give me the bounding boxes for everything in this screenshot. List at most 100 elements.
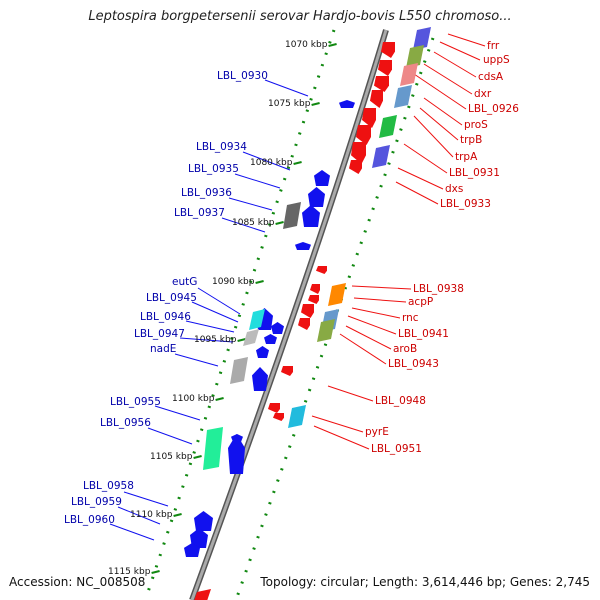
gene-label-left: LBL_0936: [181, 187, 232, 199]
gene-label-right: LBL_0926: [468, 103, 519, 115]
scale-label: 1095 kbp: [194, 335, 237, 345]
gene-label-right: LBL_0943: [388, 358, 439, 370]
scale-label: 1075 kbp: [268, 99, 311, 109]
leader-line: [413, 115, 454, 158]
leader-line: [123, 491, 169, 507]
leader-line: [423, 63, 473, 95]
gene-label-right: trpB: [460, 134, 482, 146]
scale-track-left: [146, 29, 336, 593]
gene-arrow-forward: [264, 334, 277, 344]
gene-block-red: [194, 589, 211, 600]
leader-line: [264, 79, 309, 97]
gene-arrow-forward: [314, 170, 330, 186]
leader-line: [311, 415, 364, 433]
gene-block-colored: [394, 85, 412, 108]
gene-label-left: eutG: [172, 276, 197, 288]
leader-line: [351, 285, 412, 290]
gene-block-colored: [413, 27, 431, 50]
gene-label-right: dxr: [474, 88, 492, 100]
gene-label-left: LBL_0935: [188, 163, 239, 175]
leader-line: [403, 143, 448, 174]
gene-arrow-reverse: [301, 304, 314, 318]
gene-arrow-forward: [339, 100, 355, 108]
leader-line: [174, 353, 219, 367]
gene-arrow-reverse: [273, 413, 284, 421]
gene-arrow-forward: [252, 367, 268, 391]
gene-label-left: LBL_0958: [83, 480, 134, 492]
gene-label-right: aroB: [393, 343, 417, 355]
gene-arrow-reverse: [349, 160, 362, 174]
gene-arrow-forward: [231, 434, 243, 442]
gene-block-colored: [406, 45, 424, 68]
gene-arrow-reverse: [310, 284, 320, 294]
gene-block-gray: [230, 357, 248, 384]
gene-label-left: LBL_0947: [134, 328, 185, 340]
scale-tick: [151, 570, 160, 574]
gene-label-left: LBL_0946: [140, 311, 191, 323]
gene-arrow-forward: [271, 322, 284, 334]
scale-label: 1100 kbp: [172, 394, 215, 404]
gene-block-green: [203, 427, 223, 470]
scale-label: 1115 kbp: [108, 567, 151, 577]
scale-label: 1070 kbp: [285, 40, 328, 50]
scale-tick: [275, 221, 284, 225]
gene-block-cyan: [249, 309, 265, 330]
leader-line: [433, 51, 477, 78]
gene-label-right: trpA: [455, 151, 478, 163]
leader-line: [339, 333, 387, 365]
gene-block-colored: [317, 319, 335, 342]
gene-label-right: acpP: [408, 296, 433, 308]
leader-line: [109, 523, 155, 541]
map-title: Leptospira borgpetersenii serovar Hardjo…: [88, 9, 512, 24]
leader-line: [395, 181, 439, 205]
scale-label: 1090 kbp: [212, 277, 255, 287]
gene-block-lightgray: [243, 329, 259, 346]
feature-labels: 1070 kbp 1075 kbp 1080 kbp 1085 kbp 1090 kbp…: [64, 40, 519, 577]
gene-arrow-reverse: [316, 266, 327, 274]
scale-tick: [215, 397, 224, 401]
gene-arrow-forward: [190, 528, 208, 548]
scale-ticks: [146, 29, 435, 600]
gene-label-right: cdsA: [478, 71, 504, 83]
scale-tick: [237, 338, 246, 342]
gene-label-right: LBL_0951: [371, 443, 422, 455]
chromosome-backbone: [189, 29, 389, 600]
gene-arrow-reverse: [281, 366, 293, 376]
leader-line: [117, 506, 161, 525]
gene-label-right: rnc: [402, 312, 419, 324]
gene-arrow-reverse: [381, 42, 395, 58]
leader-line: [419, 107, 459, 141]
gene-label-right: dxs: [445, 183, 463, 195]
gene-label-right: LBL_0933: [440, 198, 491, 210]
gene-arrow-reverse: [308, 295, 319, 304]
leader-line: [228, 197, 273, 211]
gene-arrow-forward: [256, 346, 269, 358]
gene-features: [184, 27, 431, 600]
gene-label-left: LBL_0959: [71, 496, 122, 508]
scale-tick: [311, 102, 320, 106]
gene-label-right: LBL_0948: [375, 395, 426, 407]
leader-line: [242, 151, 291, 171]
gene-label-left: nadE: [150, 343, 176, 355]
label-leader-lines: [109, 33, 486, 541]
gene-arrow-forward: [228, 434, 245, 474]
gene-label-left: LBL_0956: [100, 417, 151, 429]
gene-arrow-forward: [194, 511, 213, 531]
gene-arrow-forward: [308, 187, 325, 207]
scale-tick: [293, 161, 302, 165]
gene-block-gray: [283, 202, 301, 229]
topology-label: Topology: circular; Length: 3,614,446 bp…: [260, 575, 590, 589]
leader-line: [154, 405, 201, 421]
scale-label: 1110 kbp: [130, 510, 173, 520]
scale-tick: [193, 455, 202, 459]
gene-arrow-reverse: [378, 60, 392, 76]
gene-label-right: LBL_0941: [398, 328, 449, 340]
gene-arrow-reverse: [298, 318, 310, 330]
gene-label-left: LBL_0934: [196, 141, 247, 153]
gene-block-colored: [372, 145, 390, 168]
gene-label-right: LBL_0938: [413, 283, 464, 295]
gene-label-right: pyrE: [365, 426, 389, 438]
gene-label-right: LBL_0931: [449, 167, 500, 179]
gene-block-colored: [288, 405, 306, 428]
